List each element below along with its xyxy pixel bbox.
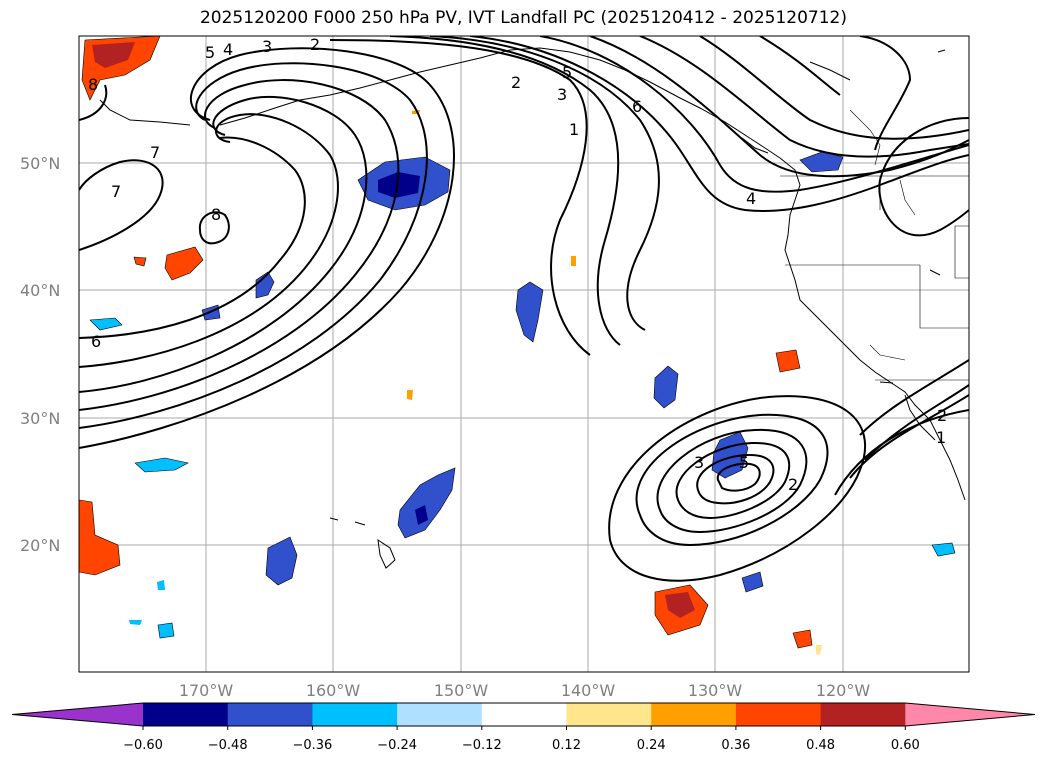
colorbar-tick-label: 0.24 <box>637 738 666 753</box>
colorbar-tick-label: −0.12 <box>462 738 502 753</box>
political-borders <box>780 109 969 381</box>
lon-label: 130°W <box>688 681 743 700</box>
contour-labels: 5 4 3 2 8 7 7 8 6 2 5 3 1 6 4 3 5 2 2 1 <box>88 35 947 494</box>
contour-label: 4 <box>746 189 756 208</box>
contour-label: 2 <box>788 475 798 494</box>
lat-label: 50°N <box>20 154 60 173</box>
map-frame <box>78 35 970 673</box>
colorbar-segment <box>143 703 229 726</box>
colorbar-segment <box>397 703 483 726</box>
colorbar-tick-label: −0.36 <box>292 738 332 753</box>
contour-label: 7 <box>150 143 160 162</box>
contour-label: 8 <box>211 205 221 224</box>
ivt-contours <box>79 36 969 582</box>
contour-label: 4 <box>223 40 233 59</box>
contour-label: 7 <box>111 182 121 201</box>
contour-label: 3 <box>557 85 567 104</box>
map-plot-area: 5 4 3 2 8 7 7 8 6 2 5 3 1 6 4 3 5 2 2 1 <box>79 35 969 672</box>
colorbar-segment <box>227 703 313 726</box>
contour-label: 5 <box>205 43 215 62</box>
colorbar-tick-label: −0.60 <box>123 738 163 753</box>
contour-label: 8 <box>88 75 98 94</box>
lat-label: 30°N <box>20 409 60 428</box>
colorbar-tick-label: 0.48 <box>806 738 835 753</box>
contour-label: 3 <box>262 37 272 56</box>
colorbar-segment <box>651 703 737 726</box>
contour-label: 6 <box>632 97 642 116</box>
colorbar-segment <box>735 703 822 726</box>
colorbar: −0.60 −0.48 −0.36 −0.24 −0.12 0.12 0.24 0.36 0.4… <box>11 702 1036 753</box>
colorbar-tick-label: 0.60 <box>891 738 920 753</box>
longitude-labels: 170°W 160°W 150°W 140°W 130°W 120°W <box>179 681 871 700</box>
colorbar-segment <box>566 703 652 726</box>
map-title: 2025120200 F000 250 hPa PV, IVT Landfall… <box>199 8 847 28</box>
coastlines <box>99 47 966 569</box>
contour-label: 5 <box>562 63 572 82</box>
colorbar-segment <box>481 703 567 726</box>
lon-label: 150°W <box>434 681 489 700</box>
contour-label: 2 <box>511 73 521 92</box>
lon-label: 140°W <box>561 681 616 700</box>
lat-label: 20°N <box>20 536 60 555</box>
latitude-labels: 50°N 40°N 30°N 20°N <box>20 154 60 555</box>
contour-label: 3 <box>694 453 704 472</box>
colorbar-extend-max <box>905 703 1035 726</box>
lat-label: 40°N <box>20 281 60 300</box>
contour-label: 1 <box>569 120 579 139</box>
colorbar-tick-label: 0.12 <box>552 738 581 753</box>
lon-label: 120°W <box>816 681 871 700</box>
pv-positive-anomalies <box>79 36 822 655</box>
lon-label: 160°W <box>306 681 361 700</box>
contour-label: 1 <box>936 428 946 447</box>
contour-label: 5 <box>739 453 749 472</box>
colorbar-tick-label: −0.24 <box>377 738 417 753</box>
colorbar-segment <box>820 703 906 726</box>
colorbar-tick-label: 0.36 <box>721 738 750 753</box>
contour-label: 6 <box>91 332 101 351</box>
colorbar-extend-min <box>12 703 143 726</box>
contour-label: 2 <box>310 35 320 54</box>
contour-label: 2 <box>937 406 947 425</box>
lon-label: 170°W <box>179 681 234 700</box>
colorbar-segment <box>312 703 398 726</box>
colorbar-tick-label: −0.48 <box>208 738 248 753</box>
